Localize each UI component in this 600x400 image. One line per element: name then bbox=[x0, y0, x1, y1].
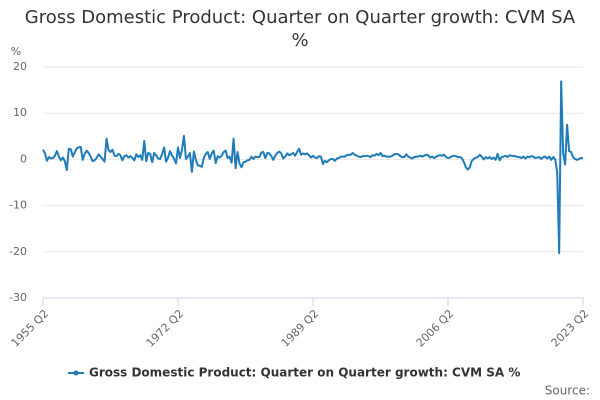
y-tick-label: -10 bbox=[9, 199, 27, 212]
data-line bbox=[42, 80, 584, 255]
y-axis-label: % bbox=[11, 45, 21, 58]
y-tick-label: 20 bbox=[13, 60, 27, 73]
y-tick-label: -20 bbox=[9, 245, 27, 258]
x-tick-label: 2006 Q2 bbox=[414, 307, 457, 350]
source-label: Source: bbox=[545, 384, 590, 398]
x-tick-label: 1989 Q2 bbox=[279, 307, 322, 350]
legend-label: Gross Domestic Product: Quarter on Quart… bbox=[89, 366, 520, 380]
y-tick-label: 10 bbox=[13, 106, 27, 119]
x-tick-label: 1972 Q2 bbox=[144, 307, 187, 350]
y-tick-label: 0 bbox=[20, 152, 27, 165]
x-tick-label: 2023 Q2 bbox=[549, 307, 592, 350]
y-tick-label: -30 bbox=[9, 291, 27, 304]
chart-title: Gross Domestic Product: Quarter on Quart… bbox=[24, 7, 576, 51]
legend-marker bbox=[73, 370, 79, 376]
x-tick-label: 1955 Q2 bbox=[9, 307, 52, 350]
